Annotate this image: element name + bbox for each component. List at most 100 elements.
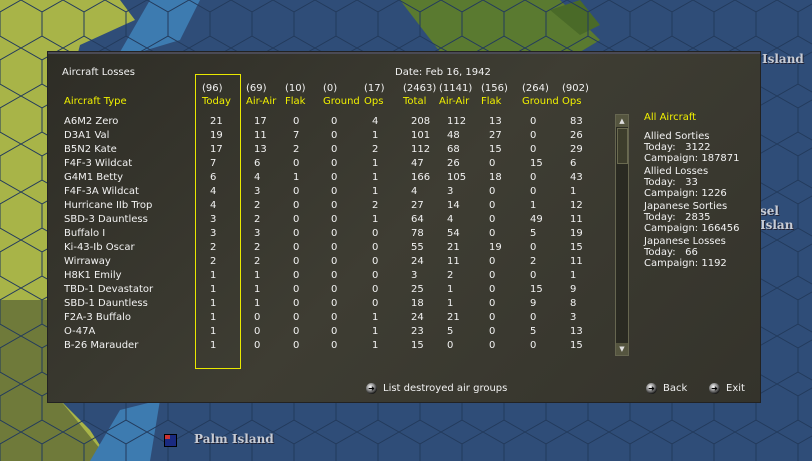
table-cell: 0 (530, 312, 537, 323)
table-cell: 1 (210, 326, 217, 337)
map-label-island: Island (762, 52, 804, 66)
scroll-down-icon[interactable]: ▼ (616, 343, 628, 355)
table-cell: 3 (411, 270, 418, 281)
aircraft-name: B-26 Marauder (64, 340, 139, 351)
table-cell: 0 (293, 214, 300, 225)
aircraft-name: O-47A (64, 326, 96, 337)
table-cell: 0 (293, 326, 300, 337)
table-cell: 4 (411, 186, 418, 197)
table-cell: 1 (293, 172, 300, 183)
table-cell: 0 (293, 116, 300, 127)
today-column-highlight (195, 74, 241, 369)
column-header: Ground (522, 96, 559, 107)
table-cell: 0 (254, 326, 261, 337)
table-cell: 47 (411, 158, 424, 169)
table-cell: 0 (293, 298, 300, 309)
table-cell: 101 (411, 130, 431, 141)
table-cell: 1 (372, 158, 379, 169)
table-cell: 1 (447, 284, 454, 295)
table-cell: 48 (447, 130, 460, 141)
scroll-up-icon[interactable]: ▲ (616, 115, 628, 127)
table-cell: 27 (411, 200, 424, 211)
column-total: (1141) (439, 83, 473, 94)
table-cell: 0 (372, 228, 379, 239)
table-cell: 15 (530, 284, 543, 295)
scroll-thumb[interactable] (617, 128, 628, 164)
aircraft-name: F4F-3A Wildcat (64, 186, 139, 197)
summary-title: Japanese Sorties (644, 201, 728, 212)
table-cell: 43 (570, 172, 583, 183)
table-cell: 0 (293, 228, 300, 239)
table-cell: 2 (254, 200, 261, 211)
table-cell: 0 (331, 312, 338, 323)
australia-flag-icon[interactable] (164, 434, 177, 447)
table-cell: 15 (489, 144, 502, 155)
aircraft-name: Hurricane IIb Trop (64, 200, 153, 211)
back-button[interactable]: ➜ Back (646, 383, 687, 394)
summary-title: Japanese Losses (644, 236, 726, 247)
column-total: (0) (323, 83, 338, 94)
table-cell: 19 (489, 242, 502, 253)
map-label-island-partial: sel Islan (760, 204, 794, 232)
table-cell: 0 (372, 256, 379, 267)
table-cell: 0 (489, 270, 496, 281)
table-cell: 4 (372, 116, 379, 127)
table-cell: 4 (447, 214, 454, 225)
aircraft-name: F2A-3 Buffalo (64, 312, 131, 323)
column-header: Ground (323, 96, 360, 107)
table-cell: 0 (331, 144, 338, 155)
table-cell: 2 (210, 242, 217, 253)
list-destroyed-air-groups-button[interactable]: ➜ List destroyed air groups (366, 383, 507, 394)
table-cell: 27 (489, 130, 502, 141)
table-cell: 19 (210, 130, 223, 141)
table-cell: 0 (331, 256, 338, 267)
table-cell: 8 (570, 298, 577, 309)
table-cell: 0 (489, 284, 496, 295)
table-cell: 0 (293, 284, 300, 295)
table-cell: 19 (570, 228, 583, 239)
table-cell: 0 (331, 326, 338, 337)
column-total: (69) (246, 83, 267, 94)
table-cell: 21 (210, 116, 223, 127)
column-header: Air-Air (439, 96, 470, 107)
table-cell: 166 (411, 172, 431, 183)
table-cell: 15 (530, 158, 543, 169)
table-cell: 13 (570, 326, 583, 337)
back-label: Back (663, 383, 688, 394)
table-cell: 15 (570, 242, 583, 253)
aircraft-name: D3A1 Val (64, 130, 110, 141)
arrow-right-icon: ➜ (646, 383, 657, 394)
table-cell: 1 (254, 270, 261, 281)
table-cell: 2 (254, 242, 261, 253)
aircraft-name: F4F-3 Wildcat (64, 158, 133, 169)
aircraft-name: Wirraway (64, 256, 111, 267)
table-cell: 112 (411, 144, 431, 155)
table-cell: 18 (489, 172, 502, 183)
table-cell: 1 (372, 186, 379, 197)
table-cell: 29 (570, 144, 583, 155)
table-cell: 17 (210, 144, 223, 155)
scrollbar[interactable]: ▲ ▼ (615, 114, 629, 356)
table-cell: 0 (530, 116, 537, 127)
table-cell: 0 (489, 340, 496, 351)
list-destroyed-label: List destroyed air groups (383, 383, 508, 394)
map-label-palm-island: Palm Island (194, 432, 274, 446)
table-cell: 3 (210, 214, 217, 225)
table-cell: 0 (331, 228, 338, 239)
table-cell: 21 (447, 312, 460, 323)
table-cell: 6 (254, 158, 261, 169)
exit-button[interactable]: ➜ Exit (709, 383, 745, 394)
table-cell: 0 (489, 228, 496, 239)
table-cell: 2 (372, 144, 379, 155)
table-cell: 0 (293, 270, 300, 281)
table-cell: 0 (530, 130, 537, 141)
table-cell: 24 (411, 312, 424, 323)
column-total: (156) (481, 83, 508, 94)
column-header: Ops (364, 96, 384, 107)
summary-campaign: Campaign: 1192 (644, 258, 727, 269)
column-total: (2463) (403, 83, 437, 94)
table-cell: 0 (447, 340, 454, 351)
summary-today: Today: 2835 (644, 212, 711, 223)
summary-campaign: Campaign: 1226 (644, 188, 727, 199)
table-cell: 0 (372, 242, 379, 253)
